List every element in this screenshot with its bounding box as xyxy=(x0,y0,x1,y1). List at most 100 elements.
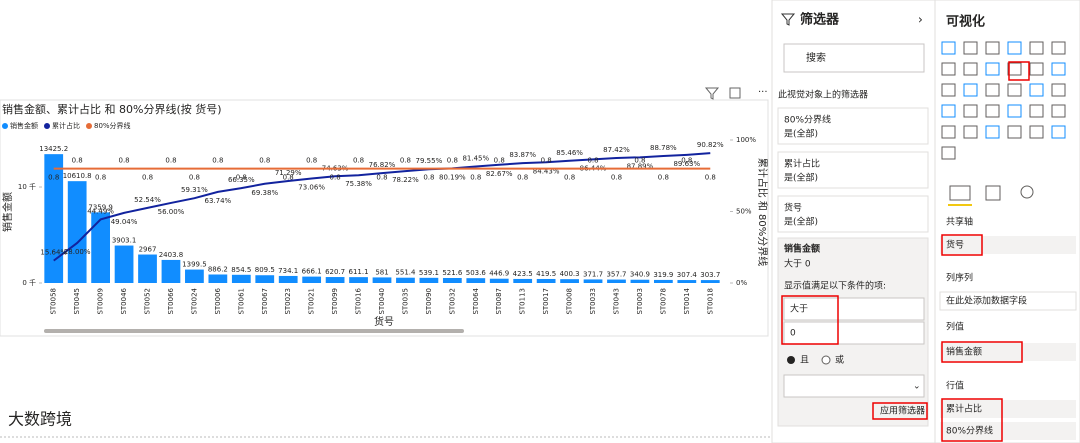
viz-icon[interactable] xyxy=(1029,125,1044,139)
viz-icon[interactable] xyxy=(963,41,978,55)
y-tick-label: 0 千 xyxy=(22,278,36,287)
data-label: 66.35% xyxy=(228,176,255,184)
more-icon[interactable]: ··· xyxy=(758,87,768,98)
x-tick-label: ST0021 xyxy=(308,288,316,315)
data-label: 0.8 xyxy=(447,157,458,165)
bar xyxy=(114,245,134,283)
y-axis-title: 销售金额 xyxy=(1,192,14,232)
filter-card[interactable] xyxy=(777,195,929,233)
bar xyxy=(255,275,275,283)
data-label: 0.8 xyxy=(212,157,223,165)
viz-icon[interactable] xyxy=(985,125,1000,139)
viz-icon[interactable] xyxy=(1029,41,1044,55)
well-field[interactable] xyxy=(940,343,1076,361)
search-box[interactable] xyxy=(783,43,925,73)
viz-icon[interactable] xyxy=(941,41,956,55)
analytics-tab[interactable] xyxy=(1020,185,1034,199)
viz-icon[interactable] xyxy=(1051,62,1066,76)
data-label: 80.19% xyxy=(439,173,466,181)
bar-label: 446.9 xyxy=(489,270,509,278)
radio-and[interactable] xyxy=(787,356,795,364)
viz-icon[interactable] xyxy=(963,83,978,97)
data-label: 78.22% xyxy=(392,176,419,184)
viz-icon[interactable] xyxy=(1029,62,1044,76)
filter-card[interactable] xyxy=(777,151,929,189)
data-label: 76.82% xyxy=(369,161,396,169)
viz-icon[interactable] xyxy=(963,104,978,118)
well-field[interactable] xyxy=(940,422,1076,440)
bar-label: 581 xyxy=(375,268,388,276)
filter-icon[interactable] xyxy=(704,87,720,100)
viz-icon[interactable] xyxy=(941,146,956,160)
x-tick-label: ST0090 xyxy=(425,288,433,315)
viz-icon[interactable] xyxy=(985,62,1000,76)
watermark: 大数跨境 xyxy=(8,410,72,429)
viz-icon[interactable] xyxy=(1051,83,1066,97)
bar xyxy=(325,277,345,283)
data-label: 44.49% xyxy=(87,207,114,215)
filters-title: 筛选器 xyxy=(800,12,840,28)
data-label: 90.82% xyxy=(697,141,724,149)
data-label: 0.8 xyxy=(48,174,59,182)
y2-tick-label: 100% xyxy=(736,136,756,144)
viz-icon[interactable] xyxy=(1029,104,1044,118)
x-tick-label: ST0018 xyxy=(706,288,714,315)
viz-icon[interactable] xyxy=(1029,83,1044,97)
y2-tick-label: 0% xyxy=(736,279,747,287)
data-label: 85.46% xyxy=(556,149,583,157)
data-label: 82.67% xyxy=(486,170,513,178)
viz-icon[interactable] xyxy=(1007,83,1022,97)
viz-icon[interactable] xyxy=(1007,104,1022,118)
data-label: 73.06% xyxy=(298,184,325,192)
viz-icon[interactable] xyxy=(985,41,1000,55)
data-label: 0.8 xyxy=(259,157,270,165)
viz-icon[interactable] xyxy=(941,62,956,76)
viz-icon[interactable] xyxy=(963,125,978,139)
canvas xyxy=(0,0,772,443)
scrollbar[interactable] xyxy=(44,329,464,333)
well-label: 列序列 xyxy=(946,272,973,284)
x-tick-label: ST0008 xyxy=(566,288,574,315)
viz-icon[interactable] xyxy=(985,83,1000,97)
viz-icon[interactable] xyxy=(985,104,1000,118)
well-drop[interactable] xyxy=(939,291,1077,311)
bar xyxy=(466,278,486,283)
x-tick-label: ST0023 xyxy=(284,288,292,315)
y2-axis-title: 累计占比 和 80%分界线 xyxy=(756,158,769,267)
viz-icon[interactable] xyxy=(941,83,956,97)
operator-select[interactable] xyxy=(783,297,925,321)
viz-icon[interactable] xyxy=(1051,125,1066,139)
format-tab[interactable] xyxy=(985,185,1001,201)
and-label: 且 xyxy=(800,355,809,366)
filter-card[interactable] xyxy=(777,107,929,145)
data-label: 0.8 xyxy=(517,174,528,182)
data-label: 75.38% xyxy=(345,180,372,188)
viz-icon[interactable] xyxy=(963,62,978,76)
viz-icon[interactable] xyxy=(1051,41,1066,55)
data-label: 0.8 xyxy=(165,157,176,165)
focus-icon[interactable] xyxy=(729,87,741,99)
well-field[interactable] xyxy=(940,400,1076,418)
bar xyxy=(302,276,322,283)
apply-filter[interactable]: 应用筛选器 xyxy=(880,405,925,417)
collapse[interactable]: › xyxy=(918,13,923,27)
viz-icon[interactable] xyxy=(1007,125,1022,139)
bar xyxy=(208,274,228,283)
well-field[interactable] xyxy=(940,236,1076,254)
viz-icon[interactable] xyxy=(941,125,956,139)
viz-icon[interactable] xyxy=(1051,104,1066,118)
radio-or[interactable] xyxy=(821,355,831,365)
data-label: 0.8 xyxy=(400,157,411,165)
operand-input[interactable] xyxy=(783,321,925,345)
data-label: 0.8 xyxy=(564,174,575,182)
fields-tab[interactable] xyxy=(949,185,971,201)
viz-icon[interactable] xyxy=(1007,62,1022,76)
viz-icon[interactable] xyxy=(941,104,956,118)
x-tick-label: ST0078 xyxy=(659,288,667,315)
viz-icon[interactable] xyxy=(1007,41,1022,55)
well-label: 共享轴 xyxy=(946,216,973,228)
data-label: 0.8 xyxy=(142,174,153,182)
second-select[interactable] xyxy=(783,374,925,398)
card-state: 是(全部) xyxy=(784,216,818,228)
bar-label: 340.9 xyxy=(630,271,650,279)
